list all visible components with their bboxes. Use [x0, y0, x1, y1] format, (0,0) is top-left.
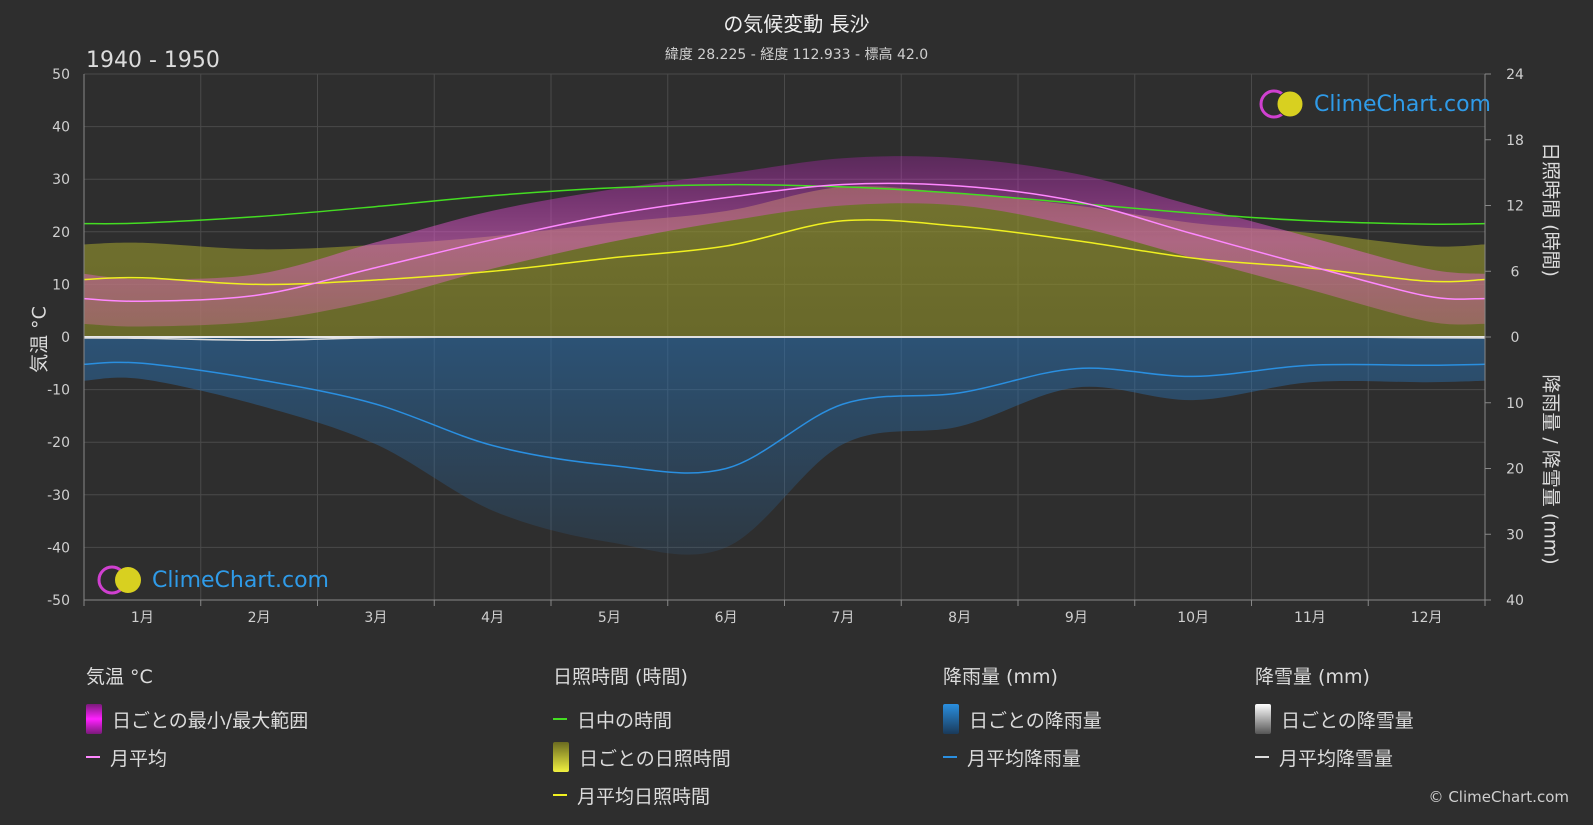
sunshine-mean-swatch [553, 794, 567, 796]
legend-label: 日ごとの最小/最大範囲 [112, 709, 309, 732]
logo-bottom: ClimeChart.com [96, 564, 329, 596]
copyright: © ClimeChart.com [1428, 788, 1569, 806]
chart-subtitle: 緯度 28.225 - 経度 112.933 - 標高 42.0 [664, 47, 929, 63]
left-tick-label: 10 [52, 277, 70, 293]
legend-item: 月平均日照時間 [553, 776, 731, 814]
legend-sunshine: 日照時間 (時間) 日中の時間 日ごとの日照時間 月平均日照時間 [553, 662, 731, 814]
left-axis-label: 気温 °C [28, 306, 51, 373]
right-axis-label-precip: 降雨量 / 降雪量 (mm) [1539, 374, 1562, 565]
left-tick-label: 20 [52, 225, 70, 241]
chart-title: の気候変動 長沙 [723, 12, 870, 36]
legend-label: 月平均 [110, 747, 168, 770]
left-tick-label: -20 [47, 435, 70, 451]
right-tick-label: 0 [1511, 330, 1520, 346]
left-tick-label: -30 [47, 488, 70, 504]
logo-text: ClimeChart.com [1314, 91, 1491, 117]
legend-label: 月平均日照時間 [577, 785, 711, 808]
left-tick-label: 40 [52, 120, 70, 136]
month-label: 4月 [481, 610, 504, 626]
month-label: 6月 [715, 610, 738, 626]
left-tick-label: -10 [47, 383, 70, 399]
month-label: 11月 [1294, 610, 1326, 626]
legend-snow: 降雪量 (mm) 日ごとの降雪量 月平均降雪量 [1255, 662, 1414, 776]
month-label: 12月 [1411, 610, 1443, 626]
rain-area [84, 337, 1485, 555]
legend-title: 降雪量 (mm) [1255, 666, 1370, 688]
left-tick-label: 50 [52, 67, 70, 83]
legend-label: 月平均降雪量 [1279, 747, 1394, 770]
legend-item: 月平均 [86, 738, 308, 776]
logo-icon [97, 565, 141, 595]
temp-range-band [84, 156, 1485, 327]
rain-mean-swatch [943, 756, 957, 758]
legend-label: 日ごとの降雨量 [969, 709, 1102, 732]
left-tick-label: 30 [52, 172, 70, 188]
snow-swatch [1255, 704, 1271, 734]
legend-item: 日ごとの日照時間 [553, 738, 731, 776]
right-tick-label: 40 [1506, 593, 1524, 609]
legend-label: 日ごとの降雪量 [1281, 709, 1414, 732]
legend-item: 月平均降雨量 [943, 738, 1102, 776]
snow-mean-line [83, 336, 1486, 342]
legend-rain: 降雨量 (mm) 日ごとの降雨量 月平均降雨量 [943, 662, 1102, 776]
logo-icon [1259, 89, 1304, 119]
legend-item: 日ごとの降雪量 [1255, 700, 1414, 738]
month-label: 8月 [948, 610, 971, 626]
rain-swatch [943, 704, 959, 734]
logo-text: ClimeChart.com [152, 567, 329, 593]
legend-label: 日ごとの日照時間 [579, 747, 731, 770]
left-tick-label: -50 [47, 593, 70, 609]
left-tick-label: 0 [61, 330, 70, 346]
legend-title: 日照時間 (時間) [553, 666, 688, 688]
legend-label: 日中の時間 [577, 709, 673, 732]
legend-item: 月平均降雪量 [1255, 738, 1414, 776]
logo-top: ClimeChart.com [1258, 88, 1491, 120]
legend-item: 日中の時間 [553, 700, 731, 738]
month-label: 7月 [831, 610, 854, 626]
rain-mean-line [83, 361, 1486, 474]
temp-mean-line [83, 182, 1486, 303]
sunshine-mean-line [83, 219, 1486, 286]
temp-mean-swatch [86, 756, 100, 758]
month-label: 5月 [598, 610, 621, 626]
daylight-line [83, 183, 1486, 225]
snow-mean-swatch [1255, 756, 1269, 758]
month-label: 9月 [1065, 610, 1088, 626]
right-tick-label: 18 [1506, 133, 1524, 149]
legend-label: 月平均降雨量 [967, 747, 1082, 770]
data-layers [83, 156, 1486, 555]
month-label: 2月 [248, 610, 271, 626]
right-tick-label: 20 [1506, 462, 1524, 478]
legend-item: 日ごとの最小/最大範囲 [86, 700, 308, 738]
legend-title: 降雨量 (mm) [943, 666, 1058, 688]
daylight-swatch [553, 718, 567, 720]
legend-temperature: 気温 °C 日ごとの最小/最大範囲 月平均 [86, 662, 308, 776]
legend-title: 気温 °C [86, 666, 153, 688]
month-label: 1月 [131, 610, 154, 626]
right-axis-label-sun: 日照時間 (時間) [1539, 142, 1562, 277]
month-label: 10月 [1177, 610, 1209, 626]
period-label: 1940 - 1950 [86, 48, 220, 73]
temp-range-swatch [86, 704, 102, 734]
sunshine-swatch [553, 742, 569, 772]
left-tick-label: -40 [47, 540, 70, 556]
right-tick-label: 10 [1506, 396, 1524, 412]
right-tick-label: 30 [1506, 527, 1524, 543]
right-tick-label: 12 [1506, 199, 1524, 215]
axes: 50 40 30 20 10 0 -10 -20 -30 -40 -50 24 18 12 6 0 10 20 30… [47, 67, 1524, 626]
month-label: 3月 [364, 610, 387, 626]
legend-item: 日ごとの降雨量 [943, 700, 1102, 738]
right-tick-label: 6 [1511, 264, 1520, 280]
right-tick-label: 24 [1506, 67, 1524, 83]
